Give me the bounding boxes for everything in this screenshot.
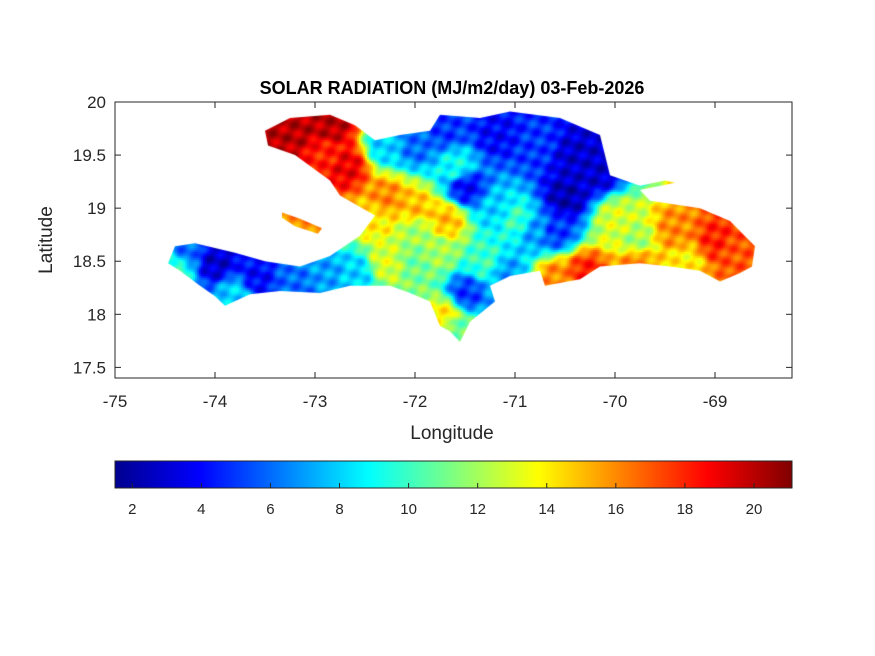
- x-tick-label: -72: [403, 392, 428, 411]
- y-tick-label: 18: [87, 305, 106, 324]
- x-tick-label: -75: [103, 392, 128, 411]
- y-axis-label: Latitude: [36, 206, 57, 274]
- colorbar-tick-label: 8: [335, 501, 343, 518]
- x-tick-label: -74: [203, 392, 228, 411]
- colorbar-tick-label: 18: [677, 501, 694, 518]
- x-tick-label: -71: [503, 392, 528, 411]
- axes-box: [114, 101, 793, 379]
- y-tick-label: 19: [87, 199, 106, 218]
- colorbar-tick-label: 20: [746, 501, 763, 518]
- colorbar-tick-label: 10: [400, 501, 417, 518]
- y-axis: 17.5 18 18.5 19 19.5 20: [73, 93, 792, 377]
- colorbar-ticks: 2 4 6 8 10 12 14 16 18 20: [128, 483, 762, 518]
- y-tick-label: 17.5: [73, 358, 106, 377]
- y-tick-label: 20: [87, 93, 106, 112]
- x-axis-label: Longitude: [410, 423, 493, 444]
- solar-radiation-heatmap: [115, 102, 792, 378]
- chart-title: SOLAR RADIATION (MJ/m2/day) 03-Feb-2026: [260, 78, 645, 98]
- x-tick-label: -70: [603, 392, 628, 411]
- colorbar-tick-label: 14: [538, 501, 555, 518]
- colorbar-tick-label: 12: [469, 501, 486, 518]
- y-tick-label: 19.5: [73, 146, 106, 165]
- colorbar-tick-label: 6: [266, 501, 274, 518]
- colorbar-tick-label: 2: [128, 501, 136, 518]
- colorbar-tick-label: 16: [607, 501, 624, 518]
- colorbar: [114, 460, 793, 489]
- y-tick-label: 18.5: [73, 252, 106, 271]
- x-tick-label: -73: [303, 392, 328, 411]
- x-axis: -75 -74 -73 -72 -71 -70 -69: [103, 102, 728, 411]
- x-tick-label: -69: [703, 392, 728, 411]
- colorbar-tick-label: 4: [197, 501, 205, 518]
